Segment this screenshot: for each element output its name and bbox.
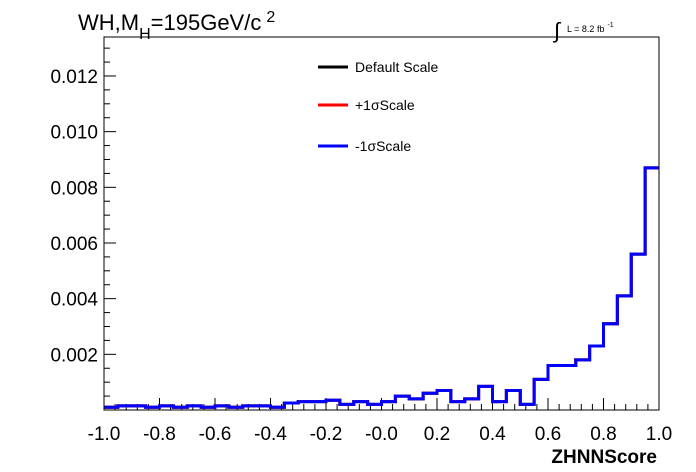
x-tick-label: -0.6 <box>199 424 232 445</box>
x-tick-label: -0.0 <box>365 424 398 445</box>
x-tick-label: 0.4 <box>479 424 506 445</box>
x-tick-label: 0.8 <box>590 424 616 445</box>
histogram-series-1 <box>104 166 659 409</box>
title-superscript: 2 <box>266 9 275 26</box>
histogram-series-2 <box>104 166 659 409</box>
x-axis-title: ZHNNScore <box>551 447 657 468</box>
title-rest: =195GeV/c <box>151 10 262 35</box>
y-tick-label: 0.008 <box>50 178 98 199</box>
luminosity-label: L = 8.2 fb -1 <box>567 22 614 34</box>
title-subscript: H <box>139 26 151 43</box>
y-tick-labels: 0.002 0.004 0.006 0.008 0.010 0.012 <box>50 67 98 366</box>
x-tick-label: -0.2 <box>310 424 343 445</box>
y-tick-label: 0.010 <box>50 123 98 144</box>
histogram-series-3 <box>104 166 659 409</box>
histogram-series <box>104 166 659 409</box>
x-tick-label: -0.4 <box>254 424 287 445</box>
x-tick-label: 1.0 <box>646 424 672 445</box>
y-tick-label: 0.006 <box>50 234 98 255</box>
plot-frame <box>103 36 660 411</box>
x-tick-label: 0.2 <box>424 424 450 445</box>
luminosity-text: L = 8.2 fb <box>567 24 604 34</box>
title-main: WH,M <box>78 10 139 35</box>
legend-label-1: Default Scale <box>355 59 438 75</box>
x-tick-label: -0.8 <box>143 424 176 445</box>
y-tick-label: 0.004 <box>50 290 98 311</box>
integral-symbol: ∫ <box>552 18 562 43</box>
legend-label-3: -1σScale <box>355 138 411 154</box>
y-tick-label: 0.002 <box>50 345 98 366</box>
x-tick-labels: -1.0 -0.8 -0.6 -0.4 -0.2 -0.0 0.2 0.4 0.6 0.8 1.0 <box>88 424 673 445</box>
luminosity-superscript: -1 <box>607 22 613 29</box>
legend-label-2: +1σScale <box>355 97 415 113</box>
x-tick-label: 0.6 <box>535 424 561 445</box>
y-tick-label: 0.012 <box>50 67 98 88</box>
legend: Default Scale +1σScale -1σScale <box>318 59 438 154</box>
x-tick-label: -1.0 <box>88 424 121 445</box>
plot-title: WH,MH=195GeV/c 2 <box>78 9 275 43</box>
